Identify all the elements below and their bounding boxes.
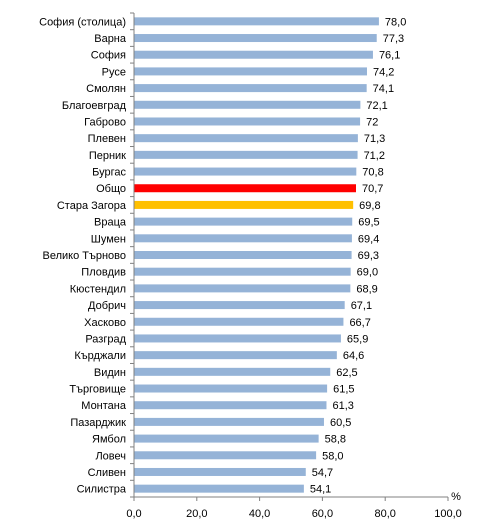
value-label-2: 76,1 [379,50,400,62]
x-tick-label-0: 0,0 [126,508,141,520]
value-label-21: 62,5 [336,367,357,379]
value-label-4: 74,1 [373,83,394,95]
category-label-1: Варна [94,33,127,45]
category-label-8: Перник [89,150,126,162]
bar-10 [134,184,356,193]
bar-1 [134,34,377,43]
category-label-0: София (столица) [39,16,126,28]
labels-layer: София (столица) 78,0 Варна 77,3 София 76,1 Рус… [39,16,406,495]
value-label-1: 77,3 [383,33,404,45]
category-label-11: Стара Загора [57,200,127,212]
category-label-7: Плевен [88,133,126,145]
category-label-2: София [91,50,126,62]
bar-20 [134,351,337,360]
value-label-5: 72,1 [366,100,387,112]
value-label-24: 60,5 [330,417,351,429]
value-label-28: 54,1 [310,484,331,496]
category-label-17: Добрич [88,300,126,312]
bar-0 [134,17,379,26]
category-label-20: Кърджали [74,350,126,362]
bar-24 [134,417,324,426]
category-label-16: Кюстендил [70,283,126,295]
category-label-5: Благоевград [62,100,127,112]
bar-16 [134,284,351,293]
value-label-20: 64,6 [343,350,364,362]
bar-8 [134,150,358,159]
bar-5 [134,100,361,109]
bar-18 [134,317,344,326]
bar-22 [134,384,328,393]
category-label-21: Видин [94,367,126,379]
value-label-12: 69,5 [358,217,379,229]
bar-15 [134,267,351,276]
category-label-10: Общо [96,183,126,195]
bar-9 [134,167,357,176]
bar-26 [134,451,317,460]
bar-12 [134,217,353,226]
category-label-24: Пазарджик [70,417,126,429]
category-label-3: Русе [102,66,126,78]
value-label-6: 72 [366,116,378,128]
value-label-26: 58,0 [322,450,343,462]
bar-14 [134,251,352,259]
bar-13 [134,234,352,243]
value-label-0: 78,0 [385,16,406,28]
value-label-16: 68,9 [356,283,377,295]
bar-21 [134,367,331,376]
category-label-18: Хасково [84,317,126,329]
value-label-23: 61,3 [332,400,353,412]
category-label-19: Разград [85,333,126,345]
bar-27 [134,467,306,476]
bar-4 [134,84,367,93]
value-label-3: 74,2 [373,66,394,78]
x-tick-label-4: 80,0 [374,508,395,520]
category-label-13: Шумен [91,233,126,245]
x-tick-label-5: 100,0 [434,508,462,520]
value-label-22: 61,5 [333,384,354,396]
bar-3 [134,67,367,76]
value-label-10: 70,7 [362,183,383,195]
bar-23 [134,401,327,410]
category-label-22: Търговище [69,384,126,396]
category-label-26: Ловеч [95,450,126,462]
value-label-8: 71,2 [364,150,385,162]
category-label-9: Бургас [92,167,126,179]
x-tick-label-2: 40,0 [249,508,270,520]
category-label-12: Враца [94,217,127,229]
category-label-14: Велико Търново [42,250,126,262]
category-label-25: Ямбол [92,434,126,446]
x-tick-label-1: 20,0 [186,508,207,520]
x-axis: % 0,0 20,0 40,0 60,0 80,0 100,0 [126,12,462,520]
value-label-27: 54,7 [312,467,333,479]
bar-6 [134,117,361,126]
value-label-9: 70,8 [362,167,383,179]
bar-17 [134,301,345,310]
bar-11 [134,200,354,209]
bar-7 [134,134,358,143]
bar-19 [134,334,341,343]
x-tick-label-3: 60,0 [312,508,333,520]
category-label-23: Монтана [81,400,127,412]
x-axis-unit: % [451,491,461,503]
value-label-14: 69,3 [358,250,379,262]
value-label-13: 69,4 [358,233,379,245]
value-label-7: 71,3 [364,133,385,145]
category-label-6: Габрово [84,116,126,128]
value-label-25: 58,8 [325,434,346,446]
value-label-11: 69,8 [359,200,380,212]
bar-28 [134,484,304,493]
category-label-15: Пловдив [81,267,126,279]
category-label-4: Смолян [86,83,126,95]
category-label-28: Силистра [77,484,127,496]
bar-2 [134,50,373,59]
value-label-17: 67,1 [351,300,372,312]
value-label-19: 65,9 [347,333,368,345]
bars-layer [134,17,379,493]
value-label-18: 66,7 [349,317,370,329]
bar-25 [134,434,319,443]
category-label-27: Сливен [88,467,126,479]
value-label-15: 69,0 [357,267,378,279]
